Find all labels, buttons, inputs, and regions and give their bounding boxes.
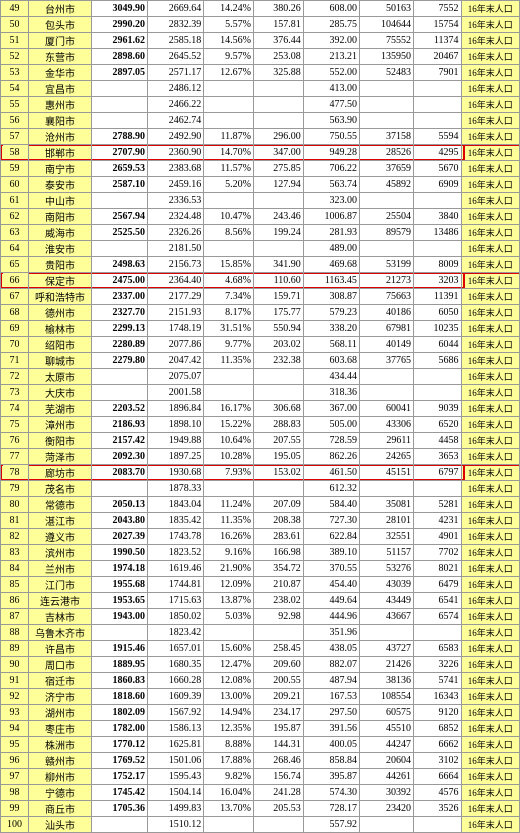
table-row: 90周口市1889.951680.3512.47%209.60882.07214… <box>1 657 520 673</box>
table-row: 95株洲市1770.121625.818.88%144.31400.054424… <box>1 737 520 753</box>
table-row: 69榆林市2299.131748.1931.51%550.94338.20679… <box>1 321 520 337</box>
table-row: 97柳州市1752.171595.439.82%156.74395.874426… <box>1 769 520 785</box>
table-row: 77菏泽市2092.301897.2510.28%195.05862.26242… <box>1 449 520 465</box>
table-row: 74芜湖市2203.521896.8416.17%306.68367.00600… <box>1 401 520 417</box>
city-stats-table: 49台州市3049.902669.6414.24%380.26608.00501… <box>0 0 520 833</box>
table-row: 68德州市2327.702151.938.17%175.77579.234018… <box>1 305 520 321</box>
table-row: 59南宁市2659.532383.6811.57%275.85706.22376… <box>1 161 520 177</box>
table-row: 92济宁市1818.601609.3913.00%209.21167.53108… <box>1 689 520 705</box>
table-row: 96赣州市1769.521501.0617.88%268.46858.84206… <box>1 753 520 769</box>
table-row: 52东营市2898.602645.529.57%253.08213.211359… <box>1 49 520 65</box>
table-row: 65贵阳市2498.632156.7315.85%341.90469.68531… <box>1 257 520 273</box>
table-row: 91宿迁市1860.831660.2812.08%200.55487.94381… <box>1 673 520 689</box>
table-row: 79茂名市1878.33612.3216年末人口 <box>1 481 520 497</box>
table-row: 58邯郸市2707.902360.9014.70%347.00949.28285… <box>1 145 520 161</box>
table-row: 53金华市2897.052571.1712.67%325.88552.00524… <box>1 65 520 81</box>
table-row: 89许昌市1915.461657.0115.60%258.45438.05437… <box>1 641 520 657</box>
table-row: 60泰安市2587.102459.165.20%127.94563.744589… <box>1 177 520 193</box>
table-row: 94枣庄市1782.001586.1312.35%195.87391.56455… <box>1 721 520 737</box>
table-row: 80常德市2050.131843.0411.24%207.09584.40350… <box>1 497 520 513</box>
table-row: 50包头市2990.202832.395.57%157.81285.751046… <box>1 17 520 33</box>
table-row: 61中山市2336.53323.0016年末人口 <box>1 193 520 209</box>
table-row: 67呼和浩特市2337.002177.297.34%159.71308.8775… <box>1 289 520 305</box>
table-row: 98宁德市1745.421504.1416.04%241.28574.30303… <box>1 785 520 801</box>
table-row: 70绍阳市2280.892077.869.77%203.02568.114014… <box>1 337 520 353</box>
table-row: 93湖州市1802.091567.9214.94%234.17297.50605… <box>1 705 520 721</box>
table-row: 71聊城市2279.802047.4211.35%232.38603.68377… <box>1 353 520 369</box>
table-row: 64淮安市2181.50489.0016年末人口 <box>1 241 520 257</box>
table-row: 87吉林市1943.001850.025.03%92.98444.9643667… <box>1 609 520 625</box>
table-row: 54宜昌市2486.12413.0016年末人口 <box>1 81 520 97</box>
table-row: 82遵义市2027.391743.7816.26%283.61622.84325… <box>1 529 520 545</box>
table-row: 85江门市1955.681744.8112.09%210.87454.40430… <box>1 577 520 593</box>
table-row: 86连云港市1953.651715.6313.87%238.02449.6443… <box>1 593 520 609</box>
table-row: 62南阳市2567.942324.4810.47%243.461006.8725… <box>1 209 520 225</box>
table-row: 78廊坊市2083.701930.687.93%153.02461.504515… <box>1 465 520 481</box>
table-row: 83滨州市1990.501823.529.16%166.98389.105115… <box>1 545 520 561</box>
table-row: 76衡阳市2157.421949.8810.64%207.55728.59296… <box>1 433 520 449</box>
table-row: 100汕头市1510.12557.9216年末人口 <box>1 817 520 833</box>
table-row: 88乌鲁木齐市1823.42351.9616年末人口 <box>1 625 520 641</box>
table-row: 49台州市3049.902669.6414.24%380.26608.00501… <box>1 1 520 17</box>
table-row: 73大庆市2001.58318.3616年末人口 <box>1 385 520 401</box>
table-row: 72太原市2075.07434.4416年末人口 <box>1 369 520 385</box>
table-row: 55惠州市2466.22477.5016年末人口 <box>1 97 520 113</box>
table-row: 75漳州市2186.931898.1015.22%288.83505.00433… <box>1 417 520 433</box>
table-row: 99商丘市1705.361499.8313.70%205.53728.17234… <box>1 801 520 817</box>
table-row: 84兰州市1974.181619.4621.90%354.72370.55532… <box>1 561 520 577</box>
table-row: 57沧州市2788.902492.9011.87%296.00750.55371… <box>1 129 520 145</box>
table-row: 51厦门市2961.622585.1814.56%376.44392.00755… <box>1 33 520 49</box>
table-row: 63威海市2525.502326.268.56%199.24281.938957… <box>1 225 520 241</box>
table-row: 56襄阳市2462.74563.9016年末人口 <box>1 113 520 129</box>
table-row: 81湛江市2043.801835.4211.35%208.38727.30281… <box>1 513 520 529</box>
table-row: 66保定市2475.002364.404.68%110.601163.45212… <box>1 273 520 289</box>
